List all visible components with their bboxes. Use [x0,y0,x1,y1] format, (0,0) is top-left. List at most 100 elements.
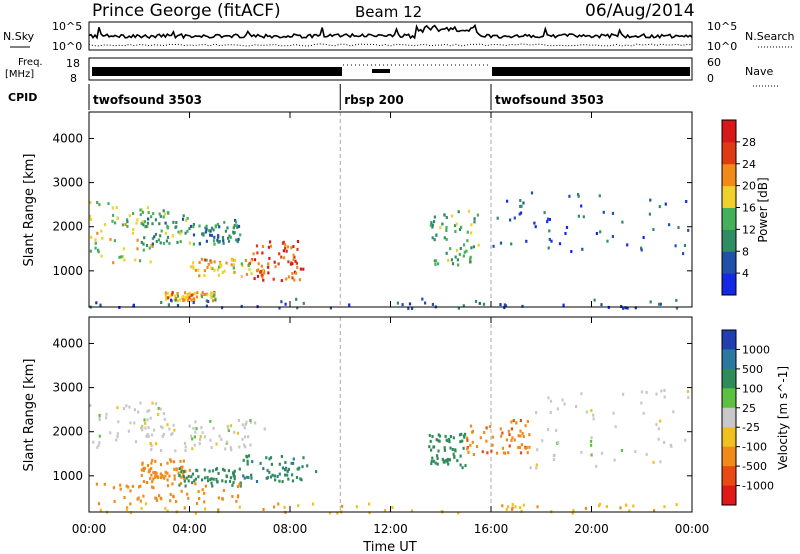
scatter-cell [100,254,103,258]
scatter-cell [221,271,224,274]
scatter-cell [156,475,159,479]
scatter-cell [192,233,196,237]
colorbar-segment [722,446,736,467]
scatter-cell [129,421,132,425]
scatter-cell [597,504,601,508]
scatter-cell [459,247,462,250]
colorbar-segment [722,120,736,143]
scatter-cell [212,228,215,232]
scatter-cell [123,496,126,499]
scatter-cell [458,228,462,231]
scatter-cell [295,261,298,265]
scatter-cell [226,440,229,444]
scatter-region [95,481,241,510]
scatter-cell [201,488,204,492]
scatter-region [164,290,217,303]
scatter-cell [283,468,287,471]
scatter-cell [466,436,469,440]
colorbar-segment [722,207,736,230]
scatter-cell [503,306,506,310]
scatter-cell [499,241,503,245]
scatter-cell [291,262,294,266]
scatter-cell [114,221,117,225]
scatter-cell [296,265,299,269]
scatter-cell [213,242,216,246]
colorbar-tick-label: 28 [742,136,756,149]
scatter-cell [547,396,550,400]
scatter-cell [663,505,666,509]
scatter-cell [144,502,148,506]
scatter-cell [628,509,631,513]
scatter-cell [192,225,195,229]
scatter-cell [180,489,183,493]
scatter-cell [249,419,252,422]
scatter-cell [94,246,97,250]
scatter-cell [481,450,484,454]
scatter-cell [298,278,302,282]
scatter-cell [125,508,128,511]
scatter-cell [139,499,142,503]
scatter-region [140,458,191,484]
scatter-cell [211,469,215,473]
scatter-cell [565,226,569,229]
scatter-cell [269,475,272,479]
scatter-cell [503,303,506,307]
y-tick-label: 3000 [52,381,83,395]
scatter-cell [462,254,465,258]
scatter-cell [170,433,173,436]
scatter-cell [501,431,504,435]
scatter-cell [149,416,152,420]
scatter-cell [570,250,573,253]
y-tick-label: 3000 [52,176,83,190]
scatter-cell [115,438,118,442]
scatter-cell [160,301,163,304]
scatter-cell [191,481,194,485]
scatter-cell [473,220,476,224]
scatter-cell [396,301,399,305]
scatter-cell [239,484,242,488]
scatter-cell [132,212,135,215]
scatter-cell [280,455,283,458]
scatter-cell [236,485,239,489]
scatter-cell [600,303,603,307]
scatter-cell [128,214,131,218]
scatter-cell [137,496,140,500]
scatter-cell [216,222,219,226]
scatter-cell [236,224,239,228]
scatter-cell [96,231,99,235]
scatter-cell [204,226,207,230]
nsky-panel: N.Sky 10^5 10^0 10^5 10^0 N.Search [3,20,795,53]
scatter-cell [556,407,559,411]
scatter-cell [167,296,170,300]
scatter-cell [150,215,153,219]
scatter-cell [284,461,287,464]
scatter-cell [269,244,272,248]
scatter-cell [170,298,173,302]
scatter-cell [101,236,104,240]
scatter-cell [315,470,318,474]
scatter-cell [209,229,212,233]
scatter-cell [278,252,281,256]
scatter-cell [619,506,622,510]
scatter-cell [89,404,92,408]
scatter-cell [183,441,187,445]
scatter-cell [255,244,259,248]
scatter-cell [472,245,475,249]
scatter-cell [197,490,200,494]
scatter-cell [278,472,281,476]
scatter-cell [584,506,587,510]
scatter-cell [220,263,223,267]
scatter-cell [150,473,153,477]
colorbar-tick-label: -25 [742,421,760,434]
scatter-cell [438,439,441,443]
scatter-cell [175,221,178,224]
scatter-cell [613,458,616,462]
scatter-cell [284,473,287,477]
scatter-cell [598,502,602,506]
scatter-cell [534,225,537,229]
colorbar-tick-label: 8 [742,245,749,258]
scatter-cell [189,224,193,228]
scatter-cell [191,437,194,441]
scatter-cell [172,220,175,224]
scatter-cell [517,446,520,449]
